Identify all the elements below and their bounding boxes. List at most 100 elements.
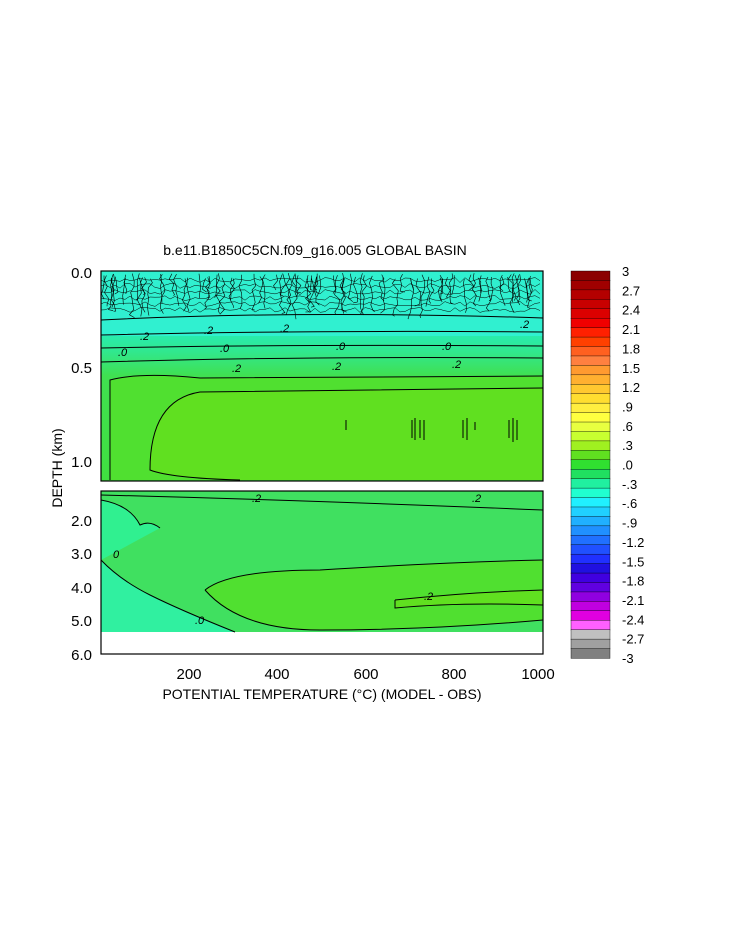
contour-label: .2 (204, 325, 213, 337)
contour-line (100, 283, 541, 289)
contour-line (291, 273, 298, 320)
contour-line (123, 278, 128, 294)
contour-label: .0 (220, 343, 230, 355)
contour-line (198, 273, 201, 299)
contour-line (100, 499, 161, 529)
colorbar-swatch (570, 384, 611, 395)
contour-line (392, 278, 399, 317)
contour-line (334, 275, 340, 315)
colorbar-swatch (570, 648, 611, 659)
y-tick-label: 1.0 (71, 454, 92, 471)
colorbar-swatch (570, 459, 611, 470)
colorbar-label: -1.5 (622, 554, 644, 569)
contour-line (206, 276, 211, 299)
contour-line (507, 276, 511, 293)
contour-line (411, 418, 425, 440)
contour-line (100, 313, 544, 321)
contour-line (394, 589, 544, 601)
y-tick-label: 0.5 (71, 360, 92, 377)
contour-line (173, 274, 180, 306)
lower-core (205, 560, 543, 630)
colorbar-swatch (570, 544, 611, 555)
contour-line (306, 275, 312, 303)
colorbar-swatch (570, 308, 611, 319)
colorbar-label: 1.5 (622, 361, 640, 376)
chart-title: b.e11.B1850C5CN.f09_g16.005 GLOBAL BASIN (163, 242, 467, 258)
x-tick-label: 1000 (521, 666, 554, 683)
colorbar-swatch (570, 336, 611, 348)
colorbar-swatch (570, 318, 611, 329)
x-tick-label: 800 (441, 666, 466, 683)
contour-line (204, 589, 544, 631)
colorbar-label: 1.2 (622, 380, 640, 395)
colorbar-label: 2.7 (622, 283, 640, 298)
contour-label: .2 (452, 359, 461, 371)
contour-line (463, 278, 467, 313)
contour-line (527, 276, 532, 302)
colorbar-swatch (570, 374, 611, 385)
contour-label: .2 (424, 591, 433, 603)
colorbar-swatch (570, 355, 611, 366)
x-tick-label: 400 (264, 666, 289, 683)
colorbar-swatch (570, 327, 611, 338)
contour-line (419, 274, 426, 319)
colorbar-swatch (570, 610, 611, 621)
contour-line (313, 276, 318, 294)
y-tick-label: 3.0 (71, 546, 92, 563)
colorbar-label: -.3 (622, 477, 637, 492)
colorbar-swatch (570, 412, 611, 423)
contour-line (100, 357, 544, 363)
colorbar-swatch (570, 506, 611, 518)
colorbar-swatch (570, 582, 611, 593)
colorbar-swatch (570, 497, 611, 508)
contour-line (341, 278, 346, 294)
upper-panel-frame (100, 270, 544, 482)
contour-label: .2 (140, 331, 149, 343)
contour-line (485, 276, 492, 312)
lower-bottom-left-region (101, 560, 235, 632)
x-tick-label: 200 (176, 666, 201, 683)
contour-line (353, 276, 358, 304)
colorbar-label: .6 (622, 419, 633, 434)
lower-data-missing (101, 632, 543, 654)
colorbar-swatch (570, 638, 611, 650)
contour-line (477, 277, 482, 293)
colorbar-swatch (570, 402, 611, 414)
colorbar-label: 1.8 (622, 341, 640, 356)
contour-line (149, 387, 544, 481)
contour-line (508, 418, 518, 442)
contour-line (258, 276, 264, 304)
contour-line (309, 277, 315, 308)
colorbar-label: 2.4 (622, 303, 640, 318)
colorbar-swatch (570, 487, 611, 499)
contour-label: .0 (118, 347, 128, 359)
x-axis-title: POTENTIAL TEMPERATURE (°C) (MODEL - OBS) (162, 686, 481, 702)
contour-line (449, 273, 454, 305)
colorbar-swatch (570, 450, 611, 461)
contour-line (378, 274, 385, 302)
y-tick-label: 0.0 (71, 265, 92, 282)
colorbar-swatch (570, 478, 611, 489)
colorbar-label: -2.4 (622, 612, 644, 627)
contour-line (214, 274, 218, 298)
contour-label: .2 (232, 363, 241, 375)
contour-line (526, 277, 531, 309)
contour-label: 0 (113, 549, 120, 561)
contour-line (110, 274, 115, 308)
y-tick-label: 2.0 (71, 513, 92, 530)
x-axis: 200 400 600 800 1000 (176, 666, 554, 683)
contour-line (279, 274, 286, 314)
contour-line (108, 277, 115, 311)
contour-line (147, 278, 153, 316)
colorbar-swatch (570, 346, 611, 357)
colorbar-swatch (570, 421, 611, 433)
contour-line (280, 273, 286, 297)
contour-label: .2 (332, 361, 341, 373)
colorbar-swatch (570, 270, 611, 282)
colorbar-label: .0 (622, 458, 633, 473)
y-axis-lower: 2.0 3.0 4.0 5.0 6.0 (71, 513, 92, 664)
colorbar-swatch (570, 365, 611, 376)
contour-line (347, 273, 353, 302)
colorbar-label: -1.8 (622, 574, 644, 589)
colorbar-swatch (570, 393, 611, 404)
